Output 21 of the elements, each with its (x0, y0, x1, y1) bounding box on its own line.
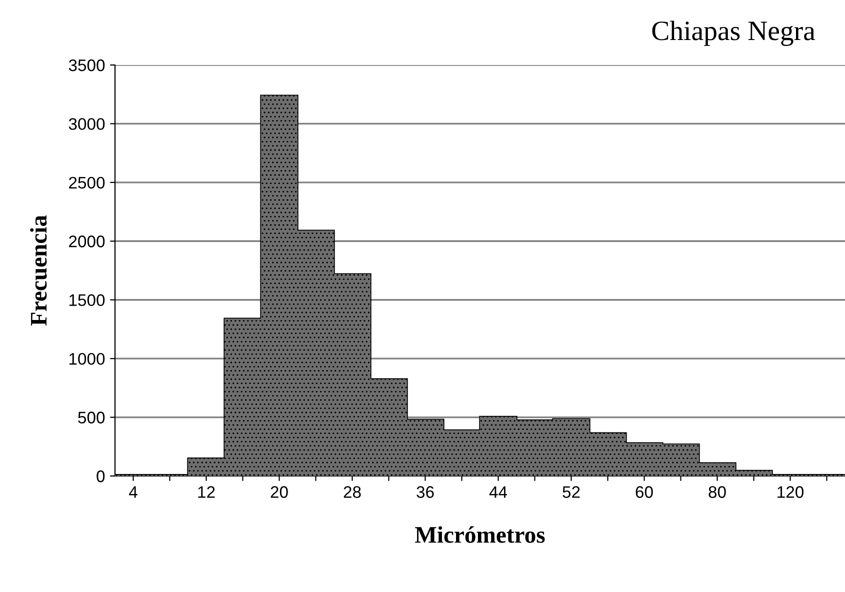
y-tick-label: 1000 (69, 352, 105, 365)
y-tick-label: 0 (96, 470, 105, 482)
y-tick-label: 3000 (68, 118, 105, 130)
y-tick-label: 2500 (69, 176, 105, 189)
x-tick-label: 4 (129, 486, 138, 498)
x-tick-label: 44 (489, 486, 508, 498)
x-tick-label: 52 (562, 486, 580, 498)
x-tick-label: 28 (344, 486, 361, 498)
x-tick-label: 120 (778, 486, 804, 498)
y-axis-title: Frecuencia (30, 215, 47, 326)
x-tick-label: 80 (708, 486, 726, 498)
y-tick-label: 3500 (68, 59, 105, 72)
chart-title: Chiapas Negra (652, 20, 816, 46)
x-tick-label: 12 (198, 486, 215, 498)
y-tick-label: 2000 (69, 236, 105, 248)
y-tick-label: 1500 (69, 294, 105, 306)
x-tick-label: 36 (416, 486, 434, 498)
x-tick-label: 20 (270, 486, 288, 498)
x-axis-title: Micrómetros (415, 526, 545, 543)
x-tick-label: 60 (636, 486, 653, 498)
y-tick-label: 500 (78, 412, 105, 424)
